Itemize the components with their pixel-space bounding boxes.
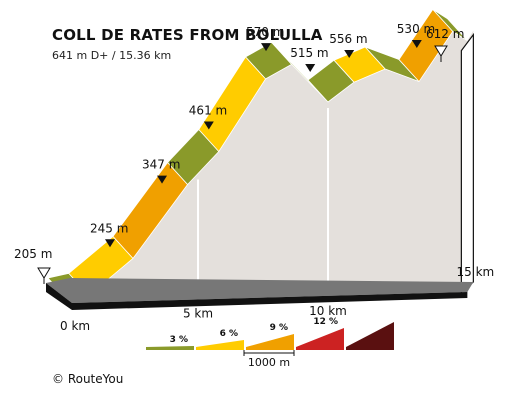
legend-swatch-1 [196, 340, 244, 350]
marker-label-3: 570 m [246, 25, 284, 39]
start-elevation-label: 205 m [14, 247, 52, 261]
legend-swatch-2 [246, 334, 294, 350]
base-top [46, 278, 474, 303]
marker-label-0: 245 m [90, 221, 128, 235]
chart-title: COLL DE RATES FROM BOLULLA [52, 26, 323, 44]
legend-label-2: 9 % [270, 323, 288, 333]
base-front [72, 292, 468, 310]
legend-swatch-3 [296, 328, 344, 350]
scale-bar-label: 1000 m [248, 356, 290, 369]
distance-axis: 0 km 5 km 10 km 15 km [60, 265, 494, 333]
legend-label-1: 6 % [220, 329, 238, 339]
marker-triangle-4 [305, 63, 316, 72]
x-tick-label-3: 15 km [456, 265, 494, 279]
legend-swatch-0 [146, 346, 194, 350]
copyright-text: © RouteYou [52, 372, 124, 386]
legend-swatch-4 [346, 322, 394, 350]
marker-triangle-6 [411, 39, 422, 48]
base-front-left [46, 283, 72, 310]
legend-label-0: 3 % [170, 335, 188, 345]
profile-base [46, 278, 474, 310]
marker-triangle-0 [105, 239, 115, 248]
x-tick-label-0: 0 km [60, 319, 90, 333]
marker-label-2: 461 m [189, 104, 227, 118]
summit-elevation-label: 612 m [426, 27, 464, 41]
marker-label-6: 530 m [397, 22, 435, 36]
legend-label-3: 12 % [313, 317, 338, 327]
profile-end-face [460, 32, 474, 294]
summit-marker-triangle [434, 45, 448, 57]
marker-triangle-3 [261, 43, 271, 52]
marker-triangle-5 [344, 50, 355, 58]
marker-label-5: 556 m [329, 32, 367, 46]
gradient-segment-11 [432, 9, 468, 41]
x-tick-label-2: 10 km [309, 304, 347, 318]
marker-label-4: 515 m [290, 46, 328, 60]
chart-subtitle: 641 m D+ / 15.36 km [52, 49, 172, 62]
marker-triangle-1 [157, 175, 167, 184]
profile-wall-fill [68, 30, 474, 301]
gradient-legend: 3 % 6 % 9 % 12 % 1000 m [146, 317, 394, 369]
marker-triangle-2 [203, 121, 214, 130]
x-tick-label-1: 5 km [183, 306, 213, 320]
start-marker-triangle [37, 267, 51, 279]
marker-label-1: 347 m [142, 158, 180, 172]
